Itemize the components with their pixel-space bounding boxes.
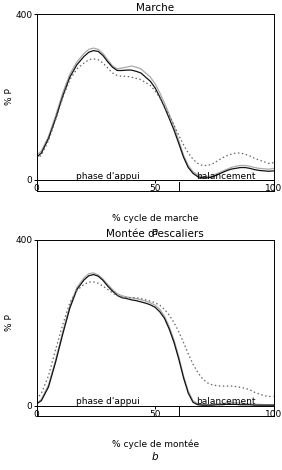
Text: phase d'appui: phase d'appui: [76, 397, 140, 406]
Title: Montée d'escaliers: Montée d'escaliers: [106, 229, 204, 239]
Text: balancement: balancement: [197, 172, 256, 180]
Y-axis label: % P: % P: [5, 314, 14, 331]
Text: balancement: balancement: [197, 397, 256, 406]
Text: phase d'appui: phase d'appui: [76, 172, 140, 180]
Y-axis label: % P: % P: [5, 89, 14, 105]
Text: % cycle de marche: % cycle de marche: [112, 214, 198, 223]
Title: Marche: Marche: [136, 3, 174, 13]
Text: % cycle de montée: % cycle de montée: [112, 439, 199, 449]
Text: b: b: [152, 452, 158, 462]
Text: a: a: [152, 227, 158, 237]
